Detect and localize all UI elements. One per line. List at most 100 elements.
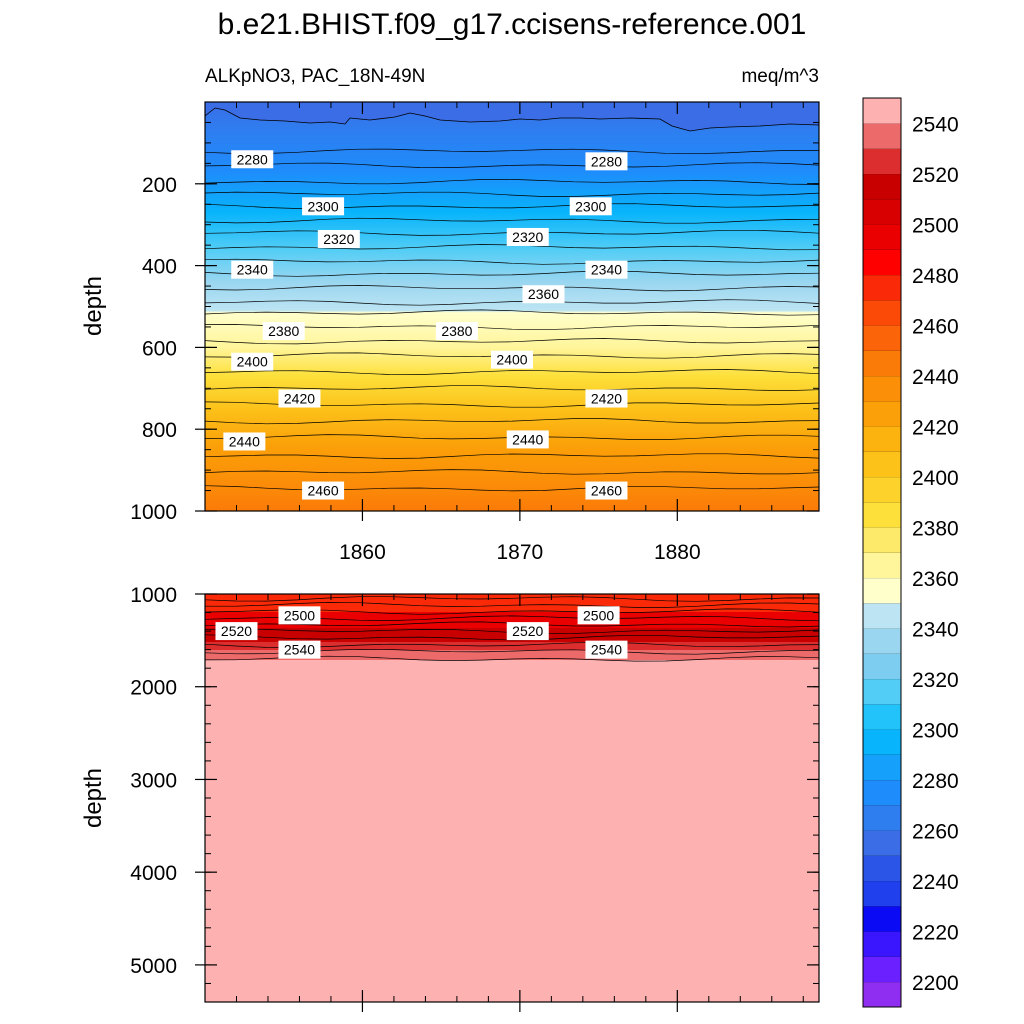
contour-label-box <box>231 352 274 371</box>
top-contour-line <box>205 453 819 459</box>
contour-label-text: 2400 <box>237 354 268 370</box>
contour-label: 2380 <box>262 322 305 341</box>
y-tick-label: 200 <box>142 174 177 197</box>
top-contour-line <box>205 469 819 475</box>
contour-label-text: 2340 <box>237 262 268 278</box>
contour-label: 2340 <box>231 260 274 279</box>
colorbar-box <box>863 274 901 301</box>
contour-label-box <box>577 606 620 625</box>
top-contour-line <box>205 285 819 292</box>
contour-label-box <box>215 622 258 641</box>
figure-title: b.e21.BHIST.f09_g17.ccisens-reference.00… <box>218 8 807 41</box>
contour-label: 2280 <box>231 150 274 169</box>
contour-label: 2440 <box>506 430 549 449</box>
colorbar-frame <box>862 97 902 1008</box>
contour-label-box <box>278 640 321 659</box>
y-tick-label: 3000 <box>130 769 177 792</box>
colorbar-box <box>863 98 901 124</box>
contour-label: 2320 <box>317 230 360 249</box>
contour-label-box <box>585 389 628 408</box>
colorbar-box <box>863 981 901 1008</box>
colorbar-box <box>863 830 901 856</box>
contour-label-text: 2500 <box>284 607 315 623</box>
colorbar-box <box>863 451 901 478</box>
colorbar-label: 2280 <box>912 770 959 793</box>
colorbar-label: 2340 <box>912 618 959 641</box>
contour-label-text: 2460 <box>307 483 338 499</box>
colorbar-box <box>863 325 901 351</box>
contour-label-text: 2520 <box>512 623 543 639</box>
contour-label-text: 2380 <box>441 323 472 339</box>
x-tick-label: 1880 <box>654 541 701 564</box>
contour-label: 2360 <box>522 285 565 304</box>
top-contour-line <box>205 191 819 197</box>
contour-label-box <box>522 285 565 304</box>
colorbar-box <box>863 628 901 654</box>
contour-label: 2540 <box>278 640 321 659</box>
top-contour-line <box>205 179 819 185</box>
top-contour-line <box>205 162 819 168</box>
colorbar-box <box>863 704 901 730</box>
contour-label-box <box>491 350 533 369</box>
colorbar-box <box>863 678 901 705</box>
colorbar-box <box>863 552 901 579</box>
colorbar-box <box>863 173 901 200</box>
colorbar-box <box>863 476 901 503</box>
colorbar-label: 2400 <box>912 467 959 490</box>
y-tick-label: 600 <box>142 337 177 360</box>
bottom-y-axis-label: depth <box>80 768 107 828</box>
contour-label: 2280 <box>585 152 628 171</box>
contour-label: 2440 <box>223 432 266 451</box>
y-tick-label: 400 <box>142 256 177 279</box>
top-panel: 2280 2280 2300 2300 2320 2320 2340 2340 2360 2380… <box>80 101 820 564</box>
contour-label-text: 2440 <box>229 433 260 449</box>
contour-label-box <box>302 481 345 500</box>
y-tick-label: 5000 <box>130 955 177 978</box>
colorbar-label: 2460 <box>912 315 959 338</box>
contour-label: 2300 <box>569 197 612 216</box>
contour-label-text: 2300 <box>307 198 338 214</box>
colorbar-label: 2440 <box>912 366 959 389</box>
y-tick-label: 1000 <box>130 584 177 607</box>
contour-label-box <box>585 260 628 279</box>
top-surface-band <box>205 102 819 132</box>
contour-label-box <box>262 322 305 341</box>
colorbar-label: 2320 <box>912 669 959 692</box>
x-tick-label: 1870 <box>497 541 544 564</box>
top-contour-labels: 2280 2280 2300 2300 2320 2320 2340 2340 2360 2380… <box>223 150 628 500</box>
contour-label-text: 2300 <box>575 198 606 214</box>
y-tick-label: 1000 <box>130 501 177 524</box>
colorbar-label: 2480 <box>912 265 959 288</box>
y-tick-label: 2000 <box>130 677 177 700</box>
top-y-axis: 200 400 600 800 1000 <box>130 101 819 524</box>
bottom-contour-line <box>205 596 819 602</box>
top-contour-line <box>205 258 819 265</box>
contour-label-box <box>278 606 321 625</box>
contour-label: 2500 <box>278 606 321 625</box>
colorbar-box <box>863 779 901 806</box>
contour-label: 2400 <box>491 350 533 369</box>
contour-label: 2540 <box>585 640 628 659</box>
colorbar-box <box>863 249 901 276</box>
bottom-band-2530 <box>205 642 819 650</box>
colorbar-label: 2500 <box>912 214 959 237</box>
colorbar-box <box>863 199 901 225</box>
contour-label: 2420 <box>278 389 321 408</box>
colorbar-box <box>863 956 901 983</box>
contour-label-text: 2400 <box>496 352 527 368</box>
colorbar-label: 2540 <box>912 113 959 136</box>
bottom-contour-line <box>205 602 819 608</box>
top-contour-line <box>205 385 819 391</box>
colorbar-box <box>863 350 901 377</box>
contour-label-text: 2360 <box>528 286 559 302</box>
contour-label-text: 2280 <box>591 153 622 169</box>
contour-label: 2460 <box>585 481 628 500</box>
colorbar-box <box>863 906 901 932</box>
top-contour-line <box>205 324 819 331</box>
top-contour-line <box>205 309 819 316</box>
contour-label-box <box>506 227 549 246</box>
top-contour-line <box>205 148 819 155</box>
colorbar-box <box>863 855 901 882</box>
contour-label-text: 2280 <box>237 151 268 167</box>
top-contour-line <box>205 217 819 224</box>
